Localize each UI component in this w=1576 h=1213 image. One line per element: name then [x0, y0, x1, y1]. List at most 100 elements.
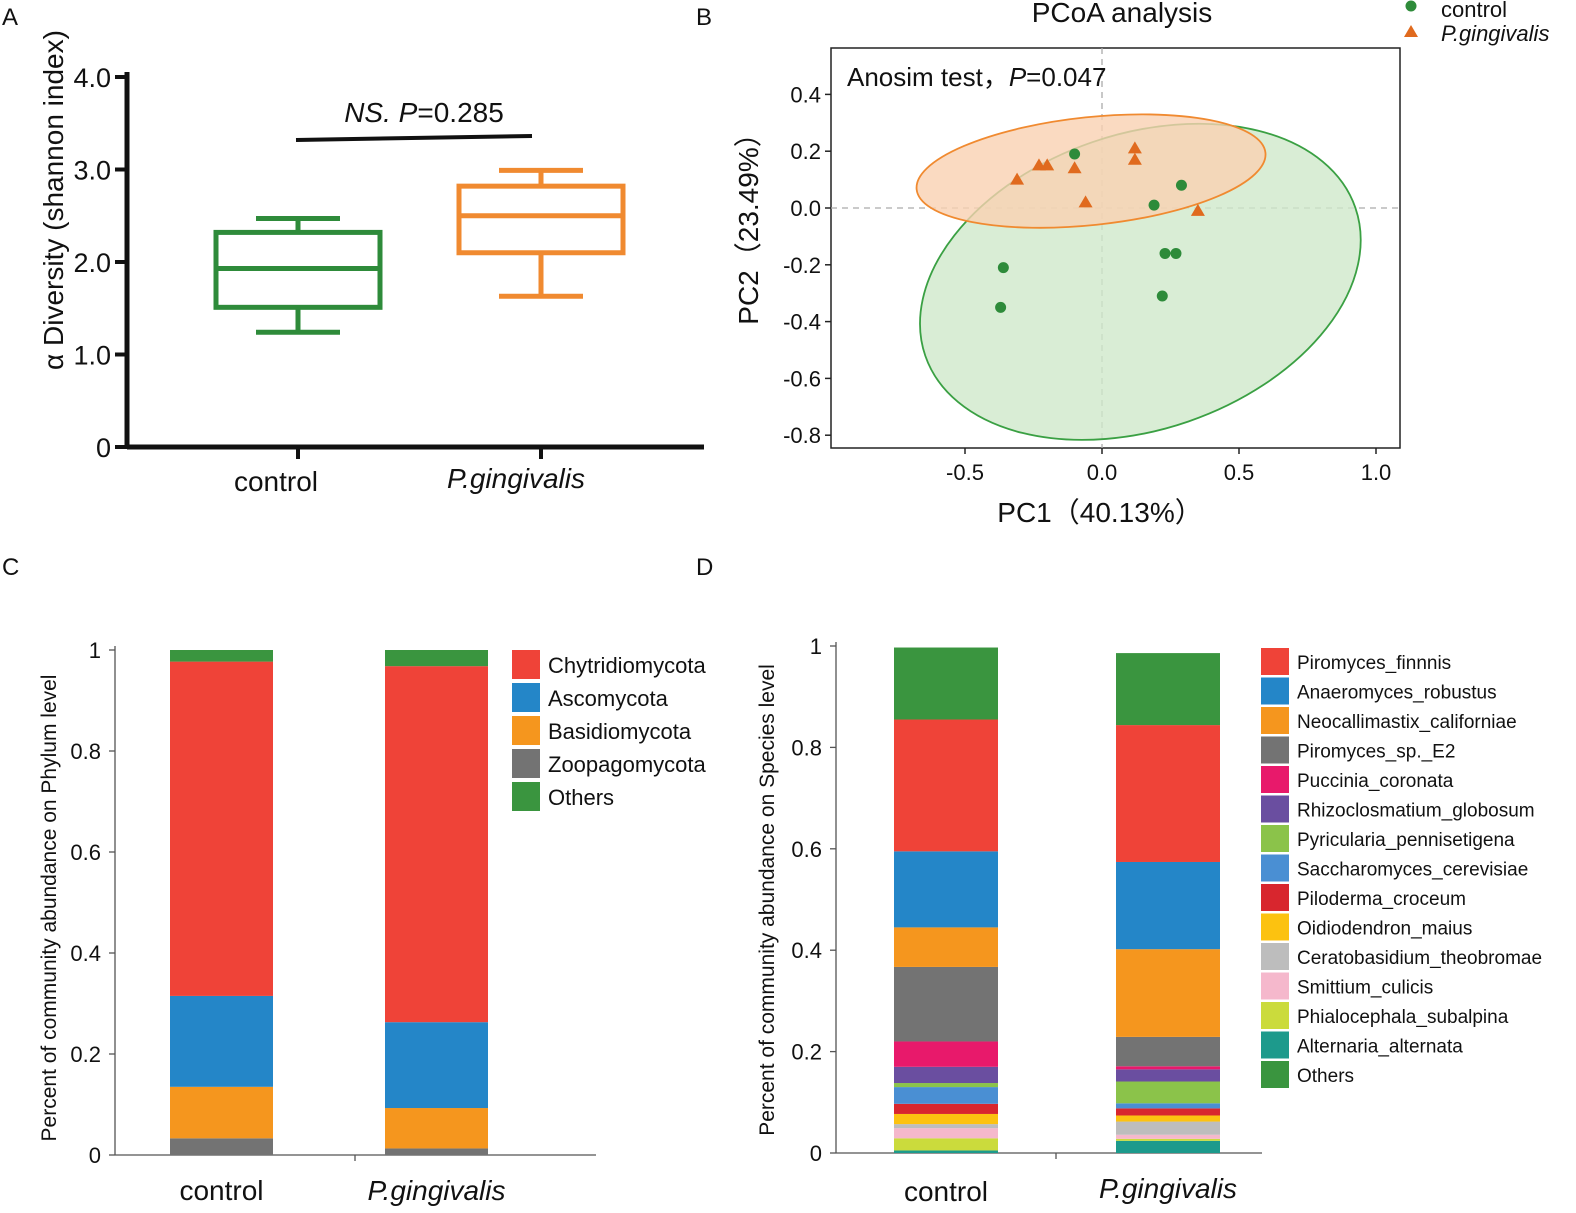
bar-segment: [894, 1128, 998, 1139]
legend-swatch: [512, 650, 540, 679]
legend-label: Alternaria_alternata: [1297, 1037, 1463, 1058]
y-tick-label: 0.2: [790, 139, 821, 164]
y-tick-label: 0: [810, 1141, 822, 1166]
legend-label: Zoopagomycota: [548, 752, 707, 777]
bar-segment: [1116, 1140, 1220, 1153]
bar-segment: [1116, 1138, 1220, 1141]
legend-marker-pg: [1404, 25, 1418, 37]
y-tick-label: 0.4: [70, 941, 101, 966]
p-letter: P: [399, 97, 418, 128]
bar-segment: [170, 1138, 273, 1155]
x-category-label: P.gingivalis: [1099, 1173, 1237, 1204]
confidence-ellipse-pg: [915, 113, 1267, 229]
legend-swatch: [512, 716, 540, 745]
bar-segment: [1116, 861, 1220, 950]
legend-label: Piloderma_croceum: [1297, 889, 1466, 910]
y-tick-label: 0.0: [790, 196, 821, 221]
x-tick-label: 1.0: [1361, 460, 1392, 485]
legend-label: Smittium_culicis: [1297, 978, 1433, 999]
bar-segment: [894, 647, 998, 720]
bar-segment: [1116, 1103, 1220, 1109]
bar-segment: [894, 1150, 998, 1153]
significance-bar: [295, 134, 533, 142]
bar-segment: [894, 1041, 998, 1067]
box: [456, 183, 626, 256]
bar-segment: [894, 851, 998, 928]
anosim-text: Anosim test，: [847, 62, 1009, 92]
legend-swatch: [1261, 795, 1289, 823]
panel-d-species-bars: 0 0.2 0.4 0.6 0.8 1 control P.gingivalis Percent…: [756, 634, 1542, 1207]
bar-segment: [1116, 949, 1220, 1037]
legend-swatch: [512, 683, 540, 712]
legend-swatch: [1261, 707, 1289, 734]
legend-swatch: [1261, 677, 1289, 705]
legend-label: Puccinia_coronata: [1297, 771, 1454, 792]
legend-swatch: [1261, 884, 1289, 911]
y-tick-label: 0.2: [70, 1042, 101, 1067]
panel-c-phylum-bars: 0 0.2 0.4 0.6 0.8 1 control P.gingivalis Percent…: [38, 638, 707, 1206]
bar-segment: [385, 666, 488, 1023]
bar-segment: [1116, 1121, 1220, 1135]
y-tick-label: -0.8: [783, 423, 821, 448]
bar-segment: [1116, 1066, 1220, 1070]
bar-segment: [1116, 1108, 1220, 1116]
point-control: [997, 262, 1009, 274]
bar-segment: [894, 1066, 998, 1084]
y-tick-label: 0.8: [70, 739, 101, 764]
x-tick-label: -0.5: [946, 460, 984, 485]
y-tick-label: 0.6: [791, 837, 822, 862]
point-control: [995, 301, 1007, 313]
point-control: [1159, 247, 1171, 259]
y-axis-label: α Diversity (shannon index): [38, 30, 69, 370]
legend-label: Neocallimastix_californiae: [1297, 712, 1517, 733]
legend-label: Ceratobasidium_theobromae: [1297, 948, 1542, 969]
x-tick-label: 0.0: [1087, 460, 1118, 485]
legend-label: Ascomycota: [548, 686, 669, 711]
point-control: [1175, 179, 1187, 191]
panel-label-c: C: [2, 554, 19, 581]
panel-label-b: B: [696, 4, 712, 31]
panel-label-d: D: [696, 554, 713, 581]
bar-segment: [1116, 1134, 1220, 1139]
point-control: [1156, 290, 1168, 302]
point-pg: [1010, 172, 1025, 185]
legend-label: Pyricularia_pennisetigena: [1297, 830, 1515, 851]
bar-segment: [170, 1086, 273, 1139]
legend-label: Chytridiomycota: [548, 653, 706, 678]
legend-label: Anaeromyces_robustus: [1297, 683, 1497, 704]
bar-segment: [894, 1087, 998, 1104]
legend-label-control: control: [1441, 0, 1507, 22]
chart-title: PCoA analysis: [1032, 0, 1213, 28]
ellipse-group: [915, 113, 1362, 441]
bar-segment: [894, 1103, 998, 1114]
bar-segment: [170, 995, 273, 1087]
legend-label: Others: [548, 785, 614, 810]
point-pg: [1067, 161, 1082, 174]
legend-swatch: [1261, 854, 1289, 882]
panel-a-boxplot: 0 1.0 2.0 3.0 4.0α Diversity (shannon index)…: [38, 30, 704, 497]
bar-segment: [1116, 725, 1220, 862]
legend-label: Rhizoclosmatium_globosum: [1297, 801, 1535, 822]
legend-swatch: [1261, 736, 1289, 764]
bar-segment: [170, 650, 273, 662]
y-tick-label: 1: [89, 638, 101, 663]
bar-segment: [385, 650, 488, 667]
legend-label: Basidiomycota: [548, 719, 692, 744]
x-category-label: control: [904, 1176, 988, 1207]
bar-segment: [385, 1108, 488, 1149]
y-tick-label: 2.0: [73, 248, 111, 278]
legend-marker-control: [1405, 0, 1417, 12]
legend-label: Others: [1297, 1066, 1354, 1087]
panel-b-pcoa: -0.5 0.0 0.5 1.0 0.4 0.2 0.0 -0.2 -0.4 -0.6 -0.8 PC…: [733, 0, 1549, 528]
y-tick-label: 0.2: [791, 1040, 822, 1065]
point-pg: [1127, 141, 1142, 154]
y-tick-label: -0.2: [783, 253, 821, 278]
y-tick-label: -0.4: [783, 310, 821, 335]
y-tick-label: 0: [96, 433, 111, 463]
p-letter: P: [1009, 62, 1027, 92]
point-pg: [1127, 152, 1142, 165]
y-tick-label: 0.6: [70, 840, 101, 865]
bar-segment: [1116, 1069, 1220, 1082]
p-value: =0.047: [1026, 62, 1106, 92]
y-tick-label: 3.0: [73, 156, 111, 186]
